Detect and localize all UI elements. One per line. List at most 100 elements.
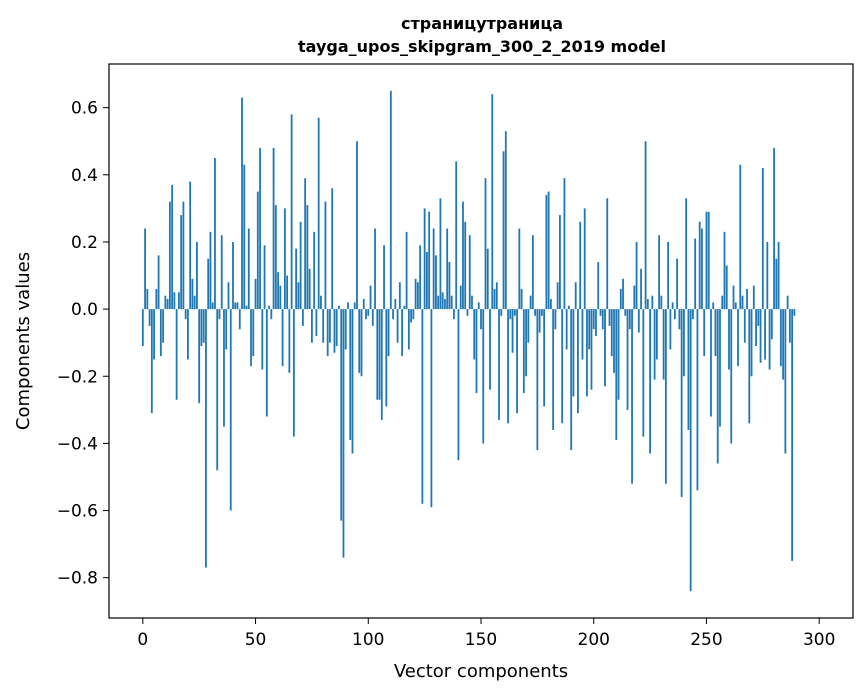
y-tick-label: 0.6 (71, 99, 98, 119)
bar-250 (705, 211, 708, 310)
bar-95 (356, 141, 358, 310)
bar-219 (635, 241, 638, 310)
bar-19 (184, 309, 187, 320)
bar-204 (601, 309, 604, 330)
bar-186 (561, 309, 564, 424)
bar-230 (660, 295, 663, 310)
bar-256 (719, 309, 721, 427)
bar-61 (279, 285, 282, 310)
bar-287 (788, 309, 791, 343)
bar-51 (256, 191, 259, 310)
bar-88 (340, 309, 343, 521)
bar-67 (292, 309, 295, 437)
bar-106 (380, 309, 383, 420)
bar-147 (473, 309, 476, 360)
bar-210 (615, 309, 618, 441)
bar-116 (403, 305, 406, 310)
bar-271 (752, 285, 755, 310)
bar-33 (216, 309, 219, 471)
bar-144 (466, 309, 469, 316)
bar-262 (732, 285, 735, 310)
bar-214 (624, 309, 627, 316)
bar-3 (148, 309, 151, 326)
bar-167 (518, 228, 521, 310)
bar-284 (782, 309, 785, 380)
bar-78 (317, 117, 320, 310)
bar-125 (423, 208, 426, 310)
bar-191 (572, 309, 575, 397)
bar-229 (658, 235, 661, 310)
bar-208 (610, 309, 613, 357)
bar-21 (189, 181, 192, 310)
bar-232 (664, 309, 667, 484)
x-axis-label: Vector components (394, 661, 568, 682)
bar-248 (701, 228, 703, 310)
y-tick-label: −0.2 (57, 367, 98, 387)
bar-130 (435, 255, 437, 310)
bar-197 (586, 309, 588, 397)
bar-99 (365, 309, 367, 320)
y-tick-label: −0.8 (57, 569, 98, 589)
x-tick-label: 0 (137, 630, 148, 650)
y-axis-label: Components values (13, 252, 34, 430)
bar-266 (741, 295, 744, 310)
bar-62 (281, 309, 284, 367)
bar-115 (401, 309, 403, 357)
bar-1 (144, 228, 146, 310)
bar-170 (525, 309, 527, 377)
bar-76 (313, 231, 316, 310)
bar-79 (320, 295, 322, 310)
bar-238 (678, 309, 681, 330)
bar-26 (200, 309, 203, 347)
bar-258 (723, 231, 726, 310)
bar-131 (437, 295, 440, 310)
bar-275 (761, 168, 764, 310)
chart-title-line2: tayga_upos_skipgram_300_2_2019 model (298, 37, 666, 56)
bar-98 (362, 299, 365, 310)
bar-190 (570, 309, 573, 451)
bar-145 (468, 235, 471, 310)
bar-107 (383, 245, 385, 310)
bar-286 (786, 295, 789, 310)
bar-50 (254, 278, 257, 310)
bar-38 (227, 282, 230, 310)
bar-109 (387, 309, 390, 357)
bar-272 (755, 309, 757, 347)
bar-168 (520, 288, 523, 310)
bar-249 (703, 309, 706, 357)
bar-233 (667, 241, 670, 310)
y-tick-label: −0.6 (57, 502, 98, 522)
bar-192 (574, 282, 577, 310)
bar-209 (613, 309, 615, 373)
bar-72 (304, 178, 307, 310)
bar-87 (338, 305, 340, 310)
bars-group (141, 90, 796, 592)
bar-93 (351, 309, 354, 454)
bar-199 (590, 309, 593, 390)
bar-273 (757, 309, 760, 326)
bar-218 (633, 285, 636, 310)
bar-193 (577, 309, 579, 414)
bar-261 (730, 309, 733, 444)
bar-139 (455, 161, 458, 310)
bar-185 (559, 215, 561, 310)
bar-49 (252, 309, 255, 357)
bar-126 (425, 252, 428, 310)
bar-155 (491, 94, 494, 310)
bar-59 (274, 205, 277, 310)
bar-45 (243, 164, 246, 310)
bar-92 (349, 309, 352, 441)
bar-156 (493, 288, 496, 310)
x-tick-label: 100 (352, 630, 384, 650)
bar-200 (592, 309, 595, 330)
bar-133 (441, 292, 444, 310)
bar-8 (159, 309, 162, 357)
y-tick-label: 0.2 (71, 233, 98, 253)
bar-260 (728, 309, 730, 370)
bar-29 (207, 258, 210, 310)
bar-149 (477, 302, 480, 310)
bar-162 (507, 309, 509, 424)
bar-123 (419, 245, 422, 310)
bar-20 (187, 309, 189, 360)
bar-152 (484, 178, 487, 310)
